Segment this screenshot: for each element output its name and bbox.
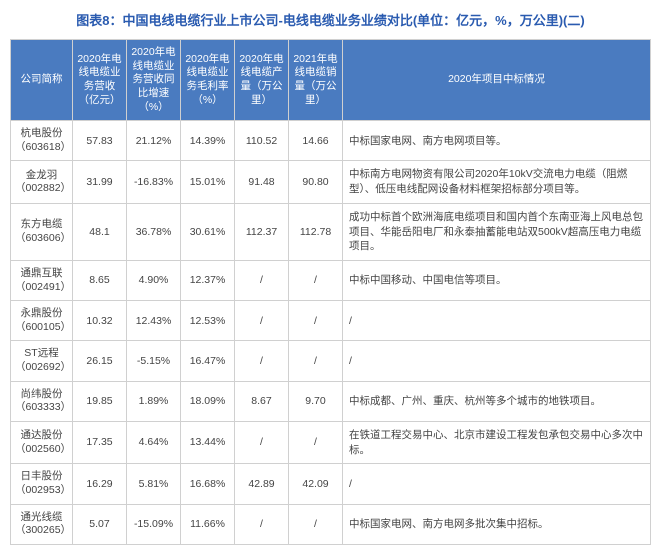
chart-title: 图表8：中国电线电缆行业上市公司-电线电缆业务业绩对比(单位：亿元，%，万公里)… xyxy=(10,10,651,29)
cell-margin: 15.01% xyxy=(181,161,235,203)
cell-sales: / xyxy=(289,341,343,381)
table-row: 杭电股份（603618）57.8321.12%14.39%110.5214.66… xyxy=(11,121,651,161)
cell-bids: 中标中国移动、中国电信等项目。 xyxy=(343,260,651,300)
cell-output: 91.48 xyxy=(235,161,289,203)
cell-output: 8.67 xyxy=(235,381,289,421)
table-row: 通光线缆（300265）5.07-15.09%11.66%//中标国家电网、南方… xyxy=(11,504,651,544)
cell-growth: 5.81% xyxy=(127,464,181,504)
table-row: 通达股份（002560）17.354.64%13.44%//在铁道工程交易中心、… xyxy=(11,422,651,464)
cell-revenue: 8.65 xyxy=(73,260,127,300)
cell-margin: 12.53% xyxy=(181,301,235,341)
table-row: 尚纬股份（603333）19.851.89%18.09%8.679.70中标成都… xyxy=(11,381,651,421)
table-row: 东方电缆（603606）48.136.78%30.61%112.37112.78… xyxy=(11,203,651,260)
cell-sales: / xyxy=(289,504,343,544)
cell-company: 通光线缆（300265） xyxy=(11,504,73,544)
cell-margin: 12.37% xyxy=(181,260,235,300)
table-row: ST远程（002692）26.15-5.15%16.47%/// xyxy=(11,341,651,381)
cell-bids: 成功中标首个欧洲海底电缆项目和国内首个东南亚海上风电总包项目、华能岳阳电厂和永泰… xyxy=(343,203,651,260)
cell-revenue: 57.83 xyxy=(73,121,127,161)
cell-sales: / xyxy=(289,260,343,300)
cell-margin: 16.47% xyxy=(181,341,235,381)
cell-bids: / xyxy=(343,464,651,504)
cell-output: 110.52 xyxy=(235,121,289,161)
cell-margin: 13.44% xyxy=(181,422,235,464)
cell-sales: 90.80 xyxy=(289,161,343,203)
cell-growth: 4.90% xyxy=(127,260,181,300)
cell-bids: 中标国家电网、南方电网多批次集中招标。 xyxy=(343,504,651,544)
data-table: 公司简称 2020年电线电缆业务营收（亿元） 2020年电线电缆业务营收同比增速… xyxy=(10,39,651,545)
header-row: 公司简称 2020年电线电缆业务营收（亿元） 2020年电线电缆业务营收同比增速… xyxy=(11,40,651,121)
cell-output: 42.89 xyxy=(235,464,289,504)
table-row: 永鼎股份（600105）10.3212.43%12.53%/// xyxy=(11,301,651,341)
cell-margin: 18.09% xyxy=(181,381,235,421)
cell-sales: 14.66 xyxy=(289,121,343,161)
table-row: 通鼎互联（002491）8.654.90%12.37%//中标中国移动、中国电信… xyxy=(11,260,651,300)
cell-bids: 在铁道工程交易中心、北京市建设工程发包承包交易中心多次中标。 xyxy=(343,422,651,464)
cell-bids: 中标国家电网、南方电网项目等。 xyxy=(343,121,651,161)
cell-company: ST远程（002692） xyxy=(11,341,73,381)
cell-growth: 12.43% xyxy=(127,301,181,341)
cell-bids: / xyxy=(343,341,651,381)
cell-company: 杭电股份（603618） xyxy=(11,121,73,161)
cell-revenue: 19.85 xyxy=(73,381,127,421)
cell-growth: -5.15% xyxy=(127,341,181,381)
cell-margin: 11.66% xyxy=(181,504,235,544)
col-bids: 2020年项目中标情况 xyxy=(343,40,651,121)
cell-company: 通达股份（002560） xyxy=(11,422,73,464)
cell-growth: -15.09% xyxy=(127,504,181,544)
cell-company: 金龙羽（002882） xyxy=(11,161,73,203)
col-sales: 2021年电线电缆销量（万公里） xyxy=(289,40,343,121)
cell-margin: 16.68% xyxy=(181,464,235,504)
cell-company: 日丰股份（002953） xyxy=(11,464,73,504)
cell-sales: 9.70 xyxy=(289,381,343,421)
cell-margin: 30.61% xyxy=(181,203,235,260)
cell-revenue: 26.15 xyxy=(73,341,127,381)
cell-revenue: 10.32 xyxy=(73,301,127,341)
cell-bids: 中标成都、广州、重庆、杭州等多个城市的地铁项目。 xyxy=(343,381,651,421)
cell-output: / xyxy=(235,422,289,464)
cell-revenue: 48.1 xyxy=(73,203,127,260)
cell-output: / xyxy=(235,260,289,300)
cell-company: 永鼎股份（600105） xyxy=(11,301,73,341)
cell-bids: / xyxy=(343,301,651,341)
cell-growth: 1.89% xyxy=(127,381,181,421)
cell-bids: 中标南方电网物资有限公司2020年10kV交流电力电缆（阻燃型）、低压电线配网设… xyxy=(343,161,651,203)
cell-growth: 4.64% xyxy=(127,422,181,464)
cell-sales: 112.78 xyxy=(289,203,343,260)
cell-growth: -16.83% xyxy=(127,161,181,203)
cell-output: 112.37 xyxy=(235,203,289,260)
cell-output: / xyxy=(235,301,289,341)
cell-company: 东方电缆（603606） xyxy=(11,203,73,260)
cell-revenue: 5.07 xyxy=(73,504,127,544)
cell-margin: 14.39% xyxy=(181,121,235,161)
cell-revenue: 17.35 xyxy=(73,422,127,464)
cell-growth: 21.12% xyxy=(127,121,181,161)
col-margin: 2020年电线电缆业务毛利率（%） xyxy=(181,40,235,121)
cell-sales: / xyxy=(289,301,343,341)
col-company: 公司简称 xyxy=(11,40,73,121)
cell-company: 尚纬股份（603333） xyxy=(11,381,73,421)
cell-sales: / xyxy=(289,422,343,464)
table-row: 金龙羽（002882）31.99-16.83%15.01%91.4890.80中… xyxy=(11,161,651,203)
col-output: 2020年电线电缆产量（万公里） xyxy=(235,40,289,121)
cell-revenue: 31.99 xyxy=(73,161,127,203)
cell-company: 通鼎互联（002491） xyxy=(11,260,73,300)
cell-sales: 42.09 xyxy=(289,464,343,504)
col-growth: 2020年电线电缆业务营收同比增速（%） xyxy=(127,40,181,121)
cell-output: / xyxy=(235,341,289,381)
cell-output: / xyxy=(235,504,289,544)
table-row: 日丰股份（002953）16.295.81%16.68%42.8942.09/ xyxy=(11,464,651,504)
col-revenue: 2020年电线电缆业务营收（亿元） xyxy=(73,40,127,121)
cell-revenue: 16.29 xyxy=(73,464,127,504)
cell-growth: 36.78% xyxy=(127,203,181,260)
